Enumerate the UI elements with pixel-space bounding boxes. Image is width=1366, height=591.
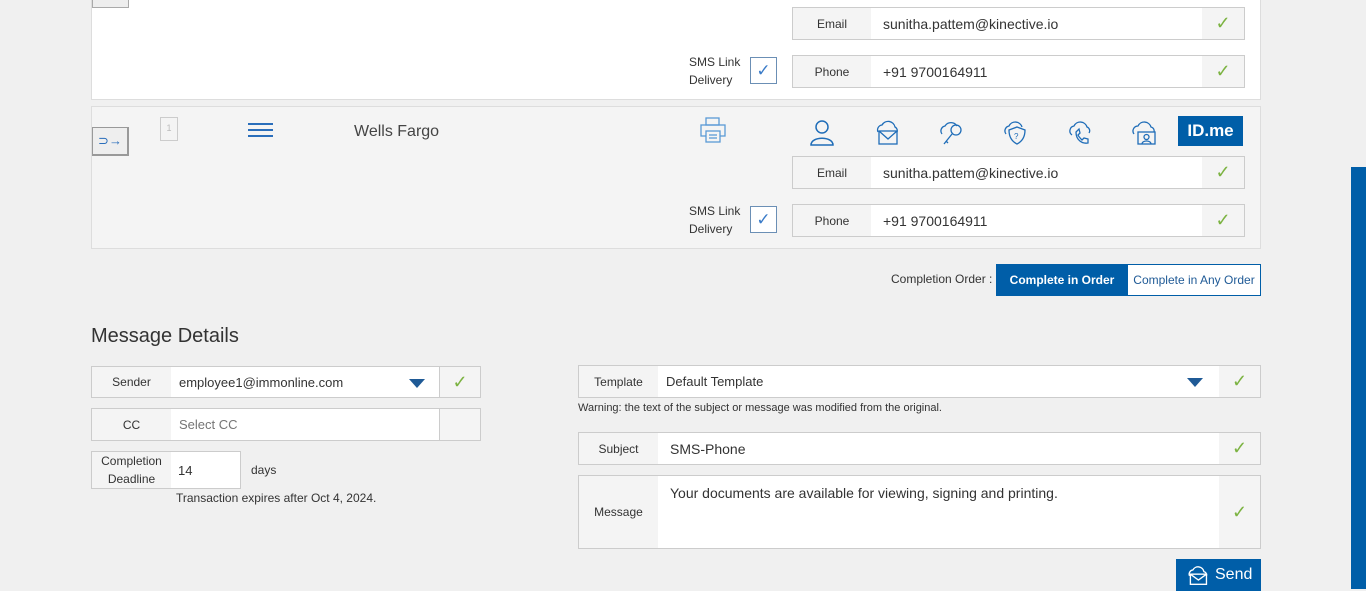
sender-label: Sender <box>91 366 172 398</box>
deadline-label-line2: Deadline <box>107 472 156 486</box>
sms-label-line1: SMS Link <box>689 55 741 69</box>
deadline-unit: days <box>251 463 277 477</box>
idme-button[interactable]: ID.me <box>1178 116 1243 146</box>
cloud-email-icon <box>1188 566 1208 585</box>
cloud-phone-icon[interactable] <box>1066 118 1094 146</box>
email-check-icon: ✓ <box>1202 156 1245 189</box>
email-check-icon: ✓ <box>1202 7 1245 40</box>
email-label: Email <box>792 7 872 40</box>
idme-label: ID.me <box>1187 121 1234 140</box>
template-check-icon: ✓ <box>1219 365 1261 398</box>
email-field[interactable]: sunitha.pattem@kinective.io <box>871 156 1203 189</box>
expires-text: Transaction expires after Oct 4, 2024. <box>176 491 377 505</box>
cloud-video-icon[interactable] <box>1130 118 1158 146</box>
cloud-shield-icon[interactable]: ? <box>1001 118 1029 146</box>
cloud-key-icon[interactable] <box>937 118 965 146</box>
deadline-label-line1: Completion <box>101 454 162 468</box>
routing-button[interactable] <box>92 0 129 8</box>
subject-check-icon: ✓ <box>1219 432 1261 465</box>
svg-text:?: ? <box>1014 132 1019 141</box>
scrollbar-thumb[interactable] <box>1351 167 1366 589</box>
sms-label-line2: Delivery <box>689 222 733 236</box>
sms-link-delivery-label: SMS Link Delivery <box>689 53 740 89</box>
person-icon[interactable] <box>808 118 836 146</box>
message-details-title: Message Details <box>91 325 239 347</box>
routing-button[interactable]: ⊃→ <box>92 127 129 156</box>
recipient-name: Wells Fargo <box>354 123 440 140</box>
template-label: Template <box>578 365 659 398</box>
subject-input[interactable]: SMS-Phone <box>658 432 1220 465</box>
cc-label: CC <box>91 408 172 441</box>
phone-label: Phone <box>792 204 872 237</box>
complete-in-any-order-button[interactable]: Complete in Any Order <box>1127 264 1261 296</box>
sender-select[interactable]: employee1@immonline.com <box>171 366 440 398</box>
email-field[interactable]: sunitha.pattem@kinective.io <box>871 7 1203 40</box>
printer-icon[interactable] <box>699 116 727 144</box>
menu-icon[interactable] <box>248 123 273 137</box>
chevron-down-icon <box>1187 378 1203 387</box>
completion-order-label: Completion Order : <box>891 272 993 286</box>
sender-check-icon: ✓ <box>440 366 481 398</box>
message-label: Message <box>578 475 659 549</box>
sms-link-checkbox[interactable]: ✓ <box>750 57 777 84</box>
message-check-icon: ✓ <box>1219 475 1261 549</box>
template-warning: Warning: the text of the subject or mess… <box>578 402 942 414</box>
deadline-days-input[interactable]: 14 <box>171 451 241 489</box>
cloud-email-icon[interactable] <box>873 118 901 146</box>
cc-check-box <box>440 408 481 441</box>
sms-link-delivery-label: SMS Link Delivery <box>689 202 740 238</box>
sender-value: employee1@immonline.com <box>179 374 344 390</box>
send-button[interactable]: Send <box>1176 559 1261 591</box>
sms-link-checkbox[interactable]: ✓ <box>750 206 777 233</box>
chevron-down-icon <box>409 379 425 388</box>
subject-label: Subject <box>578 432 659 465</box>
sms-label-line1: SMS Link <box>689 204 741 218</box>
phone-label: Phone <box>792 55 872 88</box>
phone-check-icon: ✓ <box>1202 204 1245 237</box>
completion-deadline-label: Completion Deadline <box>91 451 172 489</box>
message-textarea[interactable]: Your documents are available for viewing… <box>658 475 1220 549</box>
send-label: Send <box>1215 566 1253 583</box>
template-value: Default Template <box>666 374 764 389</box>
template-select[interactable]: Default Template <box>658 365 1220 398</box>
phone-field[interactable]: +91 9700164911 <box>871 55 1203 88</box>
sms-label-line2: Delivery <box>689 73 733 87</box>
phone-check-icon: ✓ <box>1202 55 1245 88</box>
document-count: 1 <box>166 123 172 133</box>
email-label: Email <box>792 156 872 189</box>
message-value: Your documents are available for viewing… <box>670 485 1058 501</box>
cc-input[interactable] <box>171 408 440 441</box>
complete-in-order-button[interactable]: Complete in Order <box>996 264 1128 296</box>
phone-field[interactable]: +91 9700164911 <box>871 204 1203 237</box>
document-count-icon: 1 <box>160 117 178 141</box>
